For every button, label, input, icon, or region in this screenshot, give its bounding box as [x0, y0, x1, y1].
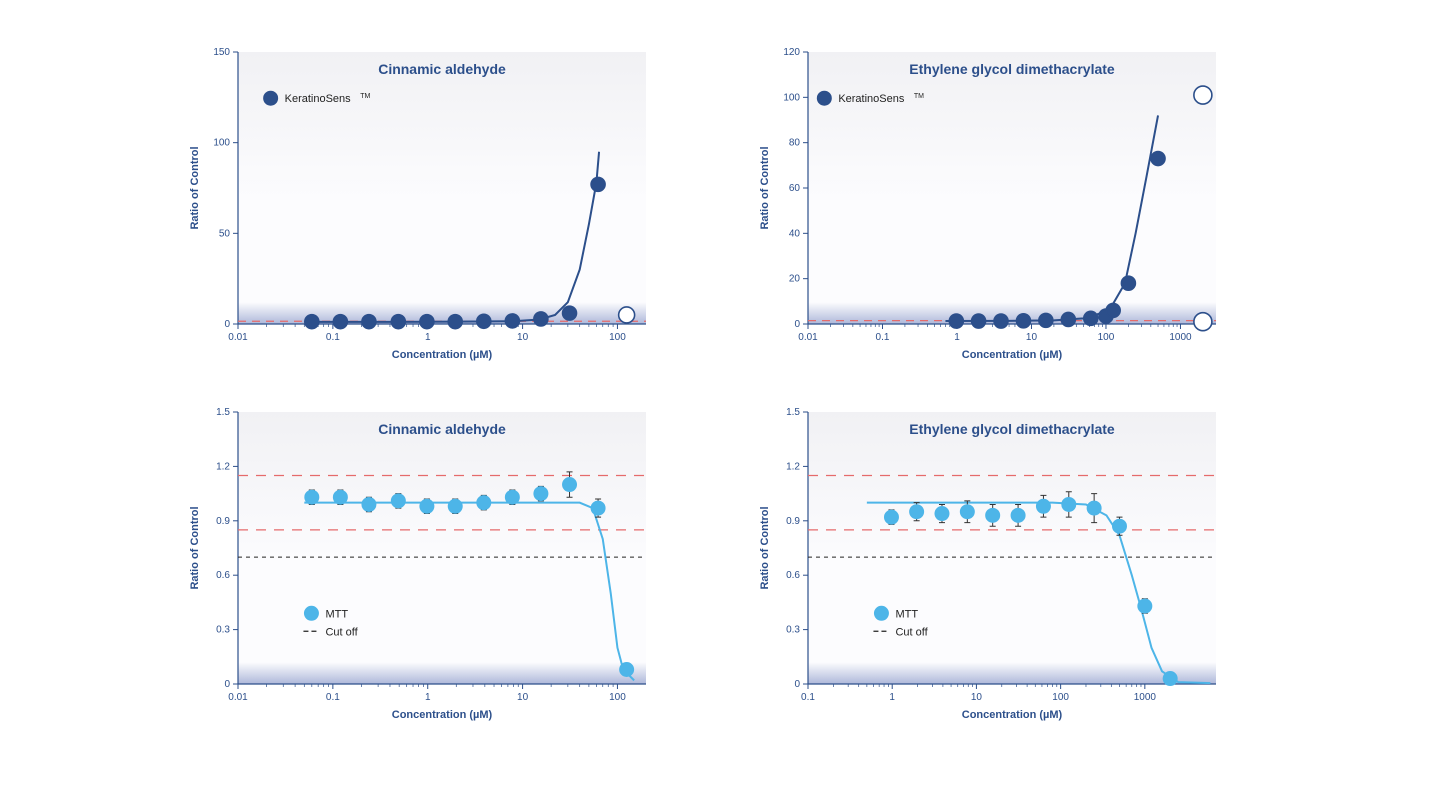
legend-label: MTT	[895, 608, 918, 620]
svg-text:0.1: 0.1	[876, 332, 890, 343]
x-axis-label: Concentration (µM)	[962, 709, 1063, 721]
svg-text:TM: TM	[914, 93, 924, 100]
chart-top-right: 0 20 40 60 80 100 120 0.01 0.1 1 10 100 1000 Ethylene…	[750, 40, 1230, 370]
svg-text:10: 10	[971, 692, 983, 703]
x-axis-label: Concentration (µM)	[962, 349, 1063, 361]
svg-text:1000: 1000	[1134, 692, 1157, 703]
svg-text:10: 10	[517, 332, 529, 343]
svg-text:0: 0	[224, 679, 230, 690]
svg-text:1: 1	[889, 692, 895, 703]
chart-top-left: 0 50 100 150 0.01 0.1 1 10 100 Cinnamic aldehyde C…	[180, 40, 660, 370]
svg-text:1: 1	[425, 692, 431, 703]
x-axis-label: Concentration (µM)	[392, 349, 493, 361]
svg-text:150: 150	[213, 47, 230, 58]
svg-text:0.6: 0.6	[216, 570, 230, 581]
y-axis-label: Ratio of Control	[189, 506, 201, 589]
panel-top-left: 0 50 100 150 0.01 0.1 1 10 100 Cinnamic aldehyde C…	[180, 40, 690, 370]
svg-text:0.1: 0.1	[801, 692, 815, 703]
svg-text:1000: 1000	[1169, 332, 1192, 343]
svg-text:0.01: 0.01	[798, 332, 818, 343]
svg-text:100: 100	[1052, 692, 1069, 703]
svg-text:1: 1	[425, 332, 431, 343]
svg-text:0: 0	[224, 319, 230, 330]
svg-text:0.3: 0.3	[216, 625, 230, 636]
svg-text:40: 40	[789, 228, 801, 239]
svg-text:0: 0	[794, 679, 800, 690]
legend-label: Cut off	[325, 626, 358, 638]
panel-bot-right: 0 0.3 0.6 0.9 1.2 1.5 0.1 1 10 100 1000 Ethylene gl…	[750, 400, 1260, 730]
y-axis-label: Ratio of Control	[189, 146, 201, 229]
svg-text:20: 20	[789, 274, 801, 285]
svg-text:100: 100	[213, 138, 230, 149]
legend-label: Cut off	[895, 626, 928, 638]
svg-text:10: 10	[517, 692, 529, 703]
chart-bot-left: 0 0.3 0.6 0.9 1.2 1.5 0.01 0.1 1 10 100 Cinnamic al…	[180, 400, 660, 730]
svg-text:80: 80	[789, 138, 801, 149]
chart-title: Cinnamic aldehyde	[378, 61, 506, 77]
svg-text:1: 1	[954, 332, 960, 343]
svg-text:1.2: 1.2	[216, 461, 230, 472]
svg-text:0.01: 0.01	[228, 332, 248, 343]
legend-label: KeratinoSens	[285, 93, 352, 105]
svg-text:50: 50	[219, 228, 231, 239]
svg-text:1.5: 1.5	[216, 407, 230, 418]
svg-text:100: 100	[783, 92, 800, 103]
svg-text:100: 100	[1098, 332, 1115, 343]
svg-text:0.1: 0.1	[326, 332, 340, 343]
svg-text:TM: TM	[360, 93, 370, 100]
svg-text:10: 10	[1026, 332, 1038, 343]
panel-bot-left: 0 0.3 0.6 0.9 1.2 1.5 0.01 0.1 1 10 100 Cinnamic al…	[180, 400, 690, 730]
chart-title: Cinnamic aldehyde	[378, 421, 506, 437]
svg-text:0.9: 0.9	[216, 516, 230, 527]
svg-text:100: 100	[609, 692, 626, 703]
svg-text:1.5: 1.5	[786, 407, 800, 418]
legend-label: KeratinoSens	[838, 93, 905, 105]
chart-grid: 0501001500.010.1110100Cinnamic aldehydeC…	[0, 0, 1440, 770]
svg-text:120: 120	[783, 47, 800, 58]
svg-text:0.1: 0.1	[326, 692, 340, 703]
svg-text:60: 60	[789, 183, 801, 194]
svg-text:0.6: 0.6	[786, 570, 800, 581]
svg-text:0.01: 0.01	[228, 692, 248, 703]
y-axis-label: Ratio of Control	[759, 146, 771, 229]
svg-text:1.2: 1.2	[786, 461, 800, 472]
chart-title: Ethylene glycol dimethacrylate	[909, 61, 1115, 77]
y-axis-label: Ratio of Control	[759, 506, 771, 589]
chart-title: Ethylene glycol dimethacrylate	[909, 421, 1115, 437]
panel-top-right: 0 20 40 60 80 100 120 0.01 0.1 1 10 100 1000 Ethylene…	[750, 40, 1260, 370]
svg-text:0.3: 0.3	[786, 625, 800, 636]
svg-text:100: 100	[609, 332, 626, 343]
chart-bot-right: 0 0.3 0.6 0.9 1.2 1.5 0.1 1 10 100 1000 Ethylene gl…	[750, 400, 1230, 730]
svg-text:0: 0	[794, 319, 800, 330]
x-axis-label: Concentration (µM)	[392, 709, 493, 721]
legend-label: MTT	[325, 608, 348, 620]
svg-text:0.9: 0.9	[786, 516, 800, 527]
